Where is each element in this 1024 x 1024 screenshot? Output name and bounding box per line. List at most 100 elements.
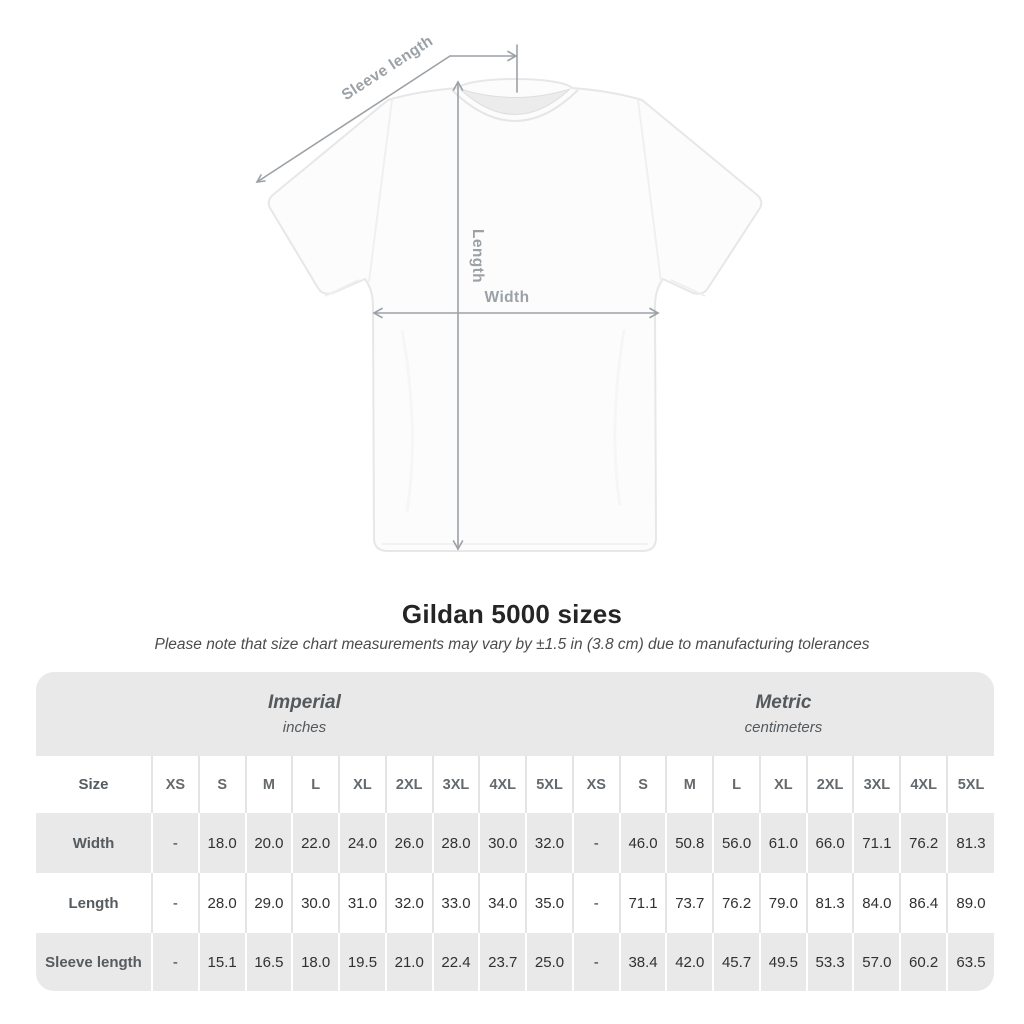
table-cell: 50.8 (665, 813, 714, 873)
table-cell: - (151, 873, 199, 933)
table-cell: 31.0 (338, 873, 386, 933)
table-cell: 81.3 (805, 873, 854, 933)
table-cell: - (571, 933, 620, 991)
length-label: Length (469, 229, 486, 283)
collar-band-seam (451, 89, 579, 122)
col-header-metric-s: S (618, 756, 667, 813)
table-cell: 22.0 (291, 813, 340, 873)
left-cuff-seam (324, 279, 360, 297)
table-cell: 21.0 (384, 933, 433, 991)
table-cell: 57.0 (852, 933, 901, 991)
table-cell: 71.1 (852, 813, 901, 873)
fold-line (400, 329, 414, 513)
table-cell: 56.0 (712, 813, 760, 873)
table-cell: - (151, 813, 199, 873)
table-cell: 29.0 (244, 873, 293, 933)
table-cell: 45.7 (712, 933, 760, 991)
table-cell: 61.0 (758, 813, 807, 873)
group-header-metric: Metric centimeters (572, 672, 994, 756)
table-cell: 49.5 (758, 933, 807, 991)
col-header-metric-xs: XS (571, 756, 620, 813)
tshirt-outline (267, 78, 763, 552)
table-row-length: Length - 28.0 29.0 30.0 31.0 32.0 33.0 3… (36, 873, 994, 933)
size-table: Imperial inches Metric centimeters Size … (36, 672, 994, 991)
metric-unit-label: centimeters (744, 719, 823, 736)
table-cell: 33.0 (431, 873, 480, 933)
row-header-size: Size (36, 756, 152, 813)
table-cell: 30.0 (478, 813, 527, 873)
table-cell: 53.3 (805, 933, 854, 991)
table-cell: 24.0 (338, 813, 386, 873)
table-cell: 26.0 (384, 813, 433, 873)
table-cell: 63.5 (946, 933, 994, 991)
col-header-imperial-s: S (197, 756, 246, 813)
table-cell: 66.0 (805, 813, 854, 873)
table-cell: 79.0 (758, 873, 807, 933)
col-header-imperial-3xl: 3XL (431, 756, 480, 813)
col-header-imperial-xl: XL (338, 756, 386, 813)
col-header-imperial-4xl: 4XL (478, 756, 527, 813)
sleeve-length-arrow (255, 44, 518, 183)
col-header-metric-3xl: 3XL (852, 756, 901, 813)
right-cuff-seam (670, 279, 706, 297)
width-label: Width (485, 289, 530, 306)
table-cell: 32.0 (525, 813, 573, 873)
table-row-width: Width - 18.0 20.0 22.0 24.0 26.0 28.0 30… (36, 813, 994, 873)
table-cell: - (571, 873, 620, 933)
table-cell: 25.0 (525, 933, 573, 991)
table-cell: 19.5 (338, 933, 386, 991)
table-cell: 28.0 (197, 873, 246, 933)
table-cell: 60.2 (899, 933, 948, 991)
length-arrow (452, 80, 464, 551)
chart-title: Gildan 5000 sizes (401, 599, 623, 629)
chart-subtitle: Please note that size chart measurements… (154, 636, 870, 653)
width-arrow (372, 307, 660, 319)
row-label-sleeve-length: Sleeve length (36, 933, 152, 991)
fold-line (613, 329, 626, 506)
col-header-imperial-m: M (244, 756, 293, 813)
imperial-label: Imperial (268, 692, 341, 713)
col-header-metric-5xl: 5XL (946, 756, 994, 813)
unit-group-header-row: Imperial inches Metric centimeters (36, 672, 994, 756)
left-sleeve-seam (368, 99, 393, 283)
table-cell: 89.0 (946, 873, 994, 933)
neck-opening (459, 88, 571, 115)
table-cell: 32.0 (384, 873, 433, 933)
col-header-imperial-l: L (291, 756, 340, 813)
table-cell: 71.1 (618, 873, 667, 933)
imperial-unit-label: inches (282, 719, 327, 736)
table-cell: 35.0 (525, 873, 573, 933)
table-cell: - (571, 813, 620, 873)
table-cell: 76.2 (899, 813, 948, 873)
table-cell: 46.0 (618, 813, 667, 873)
tshirt-measurement-diagram: Sleeve length Length Width (255, 32, 763, 552)
table-cell: 86.4 (899, 873, 948, 933)
metric-label: Metric (755, 692, 812, 713)
table-cell: 38.4 (618, 933, 667, 991)
table-cell: 28.0 (431, 813, 480, 873)
table-cell: 22.4 (431, 933, 480, 991)
table-cell: 73.7 (665, 873, 714, 933)
col-header-metric-l: L (712, 756, 760, 813)
table-cell: 84.0 (852, 873, 901, 933)
table-cell: 42.0 (665, 933, 714, 991)
table-cell: 18.0 (291, 933, 340, 991)
col-header-metric-xl: XL (758, 756, 807, 813)
size-header-row: Size XS S M L XL 2XL 3XL 4XL 5XL XS S M … (36, 756, 994, 813)
row-label-width: Width (36, 813, 152, 873)
col-header-metric-m: M (665, 756, 714, 813)
table-cell: 30.0 (291, 873, 340, 933)
table-cell: 15.1 (197, 933, 246, 991)
row-label-length: Length (36, 873, 152, 933)
col-header-imperial-5xl: 5XL (525, 756, 573, 813)
table-cell: 81.3 (946, 813, 994, 873)
right-sleeve-seam (637, 99, 662, 283)
table-cell: 20.0 (244, 813, 293, 873)
table-cell: 76.2 (712, 873, 760, 933)
tshirt-diagram-svg: Sleeve length Length Width (255, 32, 763, 552)
col-header-metric-4xl: 4XL (899, 756, 948, 813)
table-cell: 16.5 (244, 933, 293, 991)
col-header-imperial-xs: XS (151, 756, 199, 813)
size-table-container: Imperial inches Metric centimeters Size … (36, 672, 994, 991)
col-header-metric-2xl: 2XL (805, 756, 854, 813)
